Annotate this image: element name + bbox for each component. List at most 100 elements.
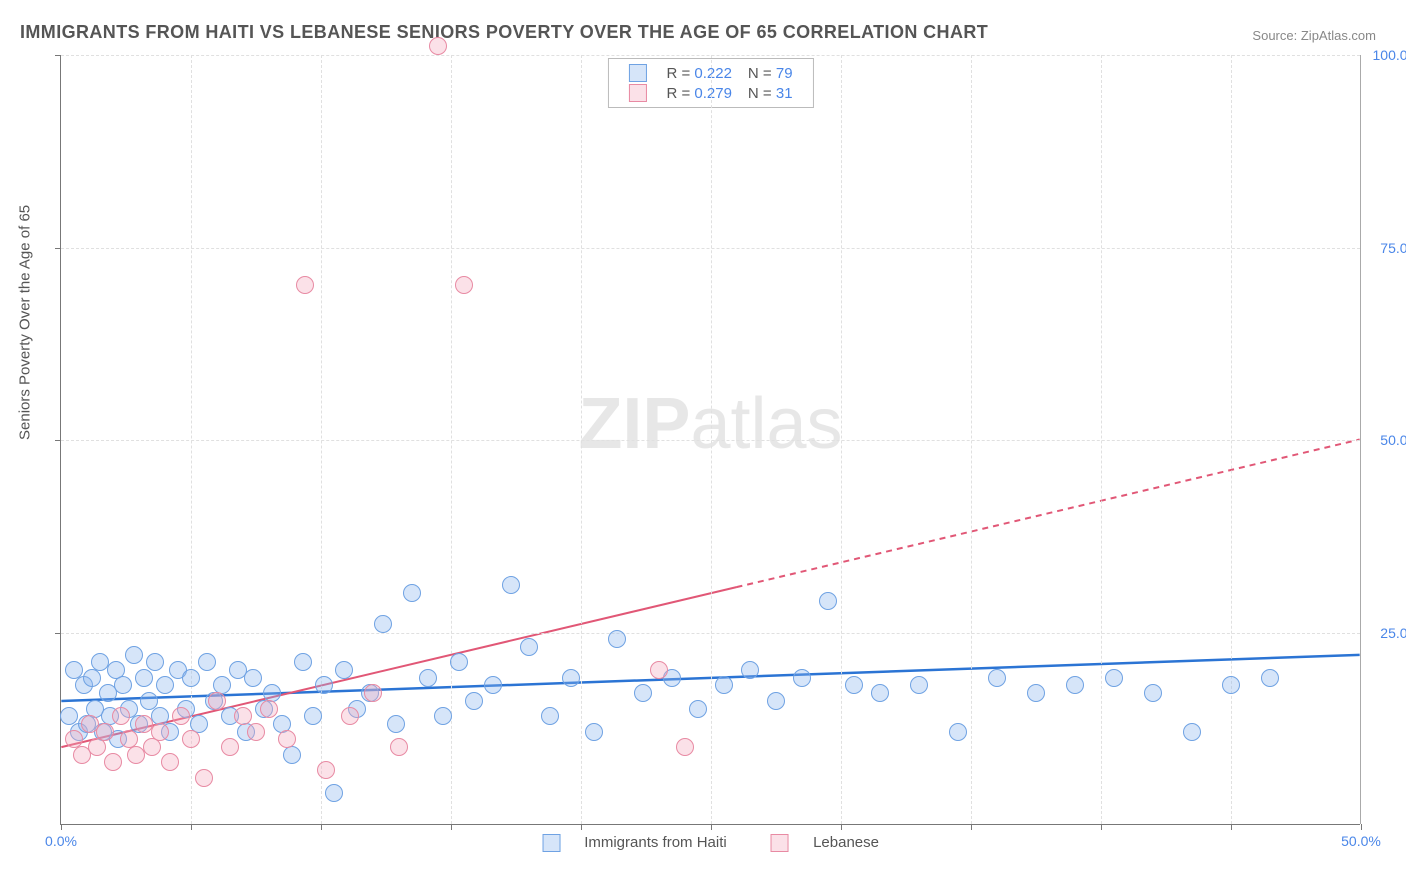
scatter-point <box>156 676 174 694</box>
scatter-point <box>1066 676 1084 694</box>
scatter-point <box>1222 676 1240 694</box>
scatter-point <box>403 584 421 602</box>
scatter-point <box>689 700 707 718</box>
scatter-point <box>296 276 314 294</box>
scatter-point <box>1183 723 1201 741</box>
scatter-point <box>294 653 312 671</box>
scatter-point <box>390 738 408 756</box>
scatter-point <box>988 669 1006 687</box>
scatter-point <box>819 592 837 610</box>
r-label: R = <box>666 85 690 102</box>
scatter-point <box>208 692 226 710</box>
scatter-point <box>793 669 811 687</box>
scatter-point <box>434 707 452 725</box>
scatter-point <box>114 676 132 694</box>
scatter-point <box>151 723 169 741</box>
scatter-point <box>541 707 559 725</box>
scatter-point <box>465 692 483 710</box>
source-link[interactable]: ZipAtlas.com <box>1301 28 1376 43</box>
scatter-point <box>304 707 322 725</box>
watermark-rest: atlas <box>690 384 842 464</box>
scatter-point <box>182 669 200 687</box>
scatter-point <box>172 707 190 725</box>
bottom-legend-label: Lebanese <box>813 834 879 851</box>
y-tick-label: 75.0% <box>1365 240 1406 256</box>
y-tick-label: 50.0% <box>1365 432 1406 448</box>
scatter-point <box>83 669 101 687</box>
scatter-point <box>767 692 785 710</box>
scatter-point <box>387 715 405 733</box>
x-tick-label: 50.0% <box>1341 833 1381 849</box>
scatter-point <box>871 684 889 702</box>
scatter-point <box>195 769 213 787</box>
scatter-point <box>234 707 252 725</box>
scatter-point <box>283 746 301 764</box>
scatter-point <box>198 653 216 671</box>
scatter-point <box>502 576 520 594</box>
scatter-point <box>247 723 265 741</box>
bottom-legend-item-lebanese: Lebanese <box>761 834 889 851</box>
scatter-point <box>562 669 580 687</box>
scatter-point <box>650 661 668 679</box>
legend-swatch-lebanese <box>628 84 646 102</box>
scatter-point <box>741 661 759 679</box>
scatter-point <box>1144 684 1162 702</box>
scatter-point <box>146 653 164 671</box>
bottom-legend: Immigrants from Haiti Lebanese <box>522 834 899 852</box>
scatter-point <box>135 669 153 687</box>
bottom-legend-item-haiti: Immigrants from Haiti <box>532 834 737 851</box>
x-tick-label: 0.0% <box>45 833 77 849</box>
scatter-point <box>1027 684 1045 702</box>
scatter-point <box>335 661 353 679</box>
scatter-point <box>341 707 359 725</box>
r-value-lebanese: 0.279 <box>694 85 732 102</box>
scatter-point <box>715 676 733 694</box>
scatter-point <box>585 723 603 741</box>
scatter-point <box>143 738 161 756</box>
watermark-bold: ZIP <box>578 384 690 464</box>
scatter-point <box>221 738 239 756</box>
scatter-point <box>112 707 130 725</box>
n-value-lebanese: 31 <box>776 85 793 102</box>
r-value-haiti: 0.222 <box>694 65 732 82</box>
scatter-point <box>455 276 473 294</box>
scatter-point <box>634 684 652 702</box>
scatter-point <box>260 700 278 718</box>
legend-swatch-haiti <box>542 834 560 852</box>
scatter-point <box>608 630 626 648</box>
scatter-point <box>125 646 143 664</box>
scatter-point <box>676 738 694 756</box>
y-tick-label: 100.0% <box>1365 47 1406 63</box>
scatter-point <box>450 653 468 671</box>
scatter-point <box>161 753 179 771</box>
scatter-point <box>429 37 447 55</box>
scatter-point <box>96 723 114 741</box>
legend-swatch-haiti <box>628 64 646 82</box>
r-label: R = <box>666 65 690 82</box>
scatter-point <box>1105 669 1123 687</box>
scatter-point <box>484 676 502 694</box>
scatter-point <box>364 684 382 702</box>
chart-title: IMMIGRANTS FROM HAITI VS LEBANESE SENIOR… <box>20 22 988 43</box>
legend-swatch-lebanese <box>771 834 789 852</box>
scatter-point <box>520 638 538 656</box>
scatter-point <box>1261 669 1279 687</box>
bottom-legend-label: Immigrants from Haiti <box>584 834 727 851</box>
source-label-text: Source: <box>1252 28 1297 43</box>
scatter-point <box>88 738 106 756</box>
n-value-haiti: 79 <box>776 65 793 82</box>
y-axis-label: Seniors Poverty Over the Age of 65 <box>17 205 34 440</box>
n-label: N = <box>748 85 772 102</box>
scatter-point <box>317 761 335 779</box>
scatter-point <box>845 676 863 694</box>
scatter-point <box>419 669 437 687</box>
scatter-point <box>278 730 296 748</box>
scatter-point <box>104 753 122 771</box>
n-label: N = <box>748 65 772 82</box>
scatter-point <box>244 669 262 687</box>
chart-plot-area: ZIPatlas R = 0.222 N = 79 R = 0.279 N = … <box>60 55 1360 825</box>
scatter-point <box>315 676 333 694</box>
source-label: Source: ZipAtlas.com <box>1252 28 1376 43</box>
scatter-point <box>949 723 967 741</box>
scatter-point <box>910 676 928 694</box>
